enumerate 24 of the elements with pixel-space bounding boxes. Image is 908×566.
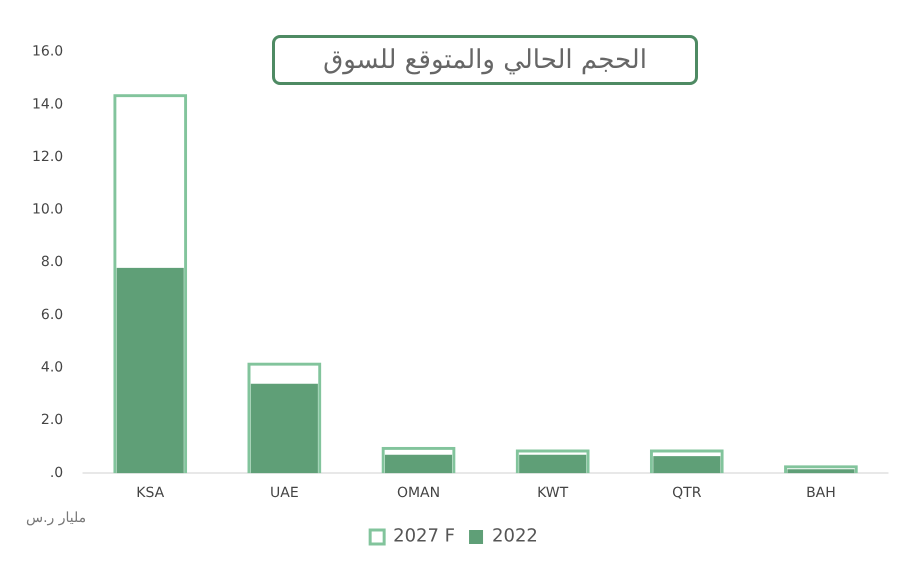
bar xyxy=(250,384,318,474)
y-tick-label: 16.0 xyxy=(32,44,64,60)
x-tick-label: KWT xyxy=(537,485,569,502)
y-axis-title: مليار ر.س xyxy=(26,510,86,526)
bar xyxy=(116,268,184,474)
legend-label: 2027 F xyxy=(393,526,456,547)
x-tick-label: OMAN xyxy=(396,485,440,502)
y-tick-label: 12.0 xyxy=(32,148,64,165)
bar xyxy=(384,454,452,474)
y-tick-label: 2.0 xyxy=(40,412,64,428)
legend-label: 2022 xyxy=(492,526,538,547)
chart-title: الحجم الحالي والمتوقع للسوق xyxy=(322,44,648,77)
x-tick-label: QTR xyxy=(672,485,702,502)
y-tick-label: 10.0 xyxy=(32,202,64,218)
x-tick-label: KSA xyxy=(136,485,165,502)
y-tick-label: 8.0 xyxy=(40,254,64,270)
bar xyxy=(519,454,586,474)
y-tick-label: 4.0 xyxy=(40,360,64,376)
x-tick-label: UAE xyxy=(270,485,299,502)
y-tick-label: 14.0 xyxy=(32,96,64,112)
bar xyxy=(653,456,720,474)
y-tick-label: 6.0 xyxy=(40,306,64,323)
y-tick-label: .0 xyxy=(50,464,64,481)
x-tick-label: BAH xyxy=(806,485,836,502)
